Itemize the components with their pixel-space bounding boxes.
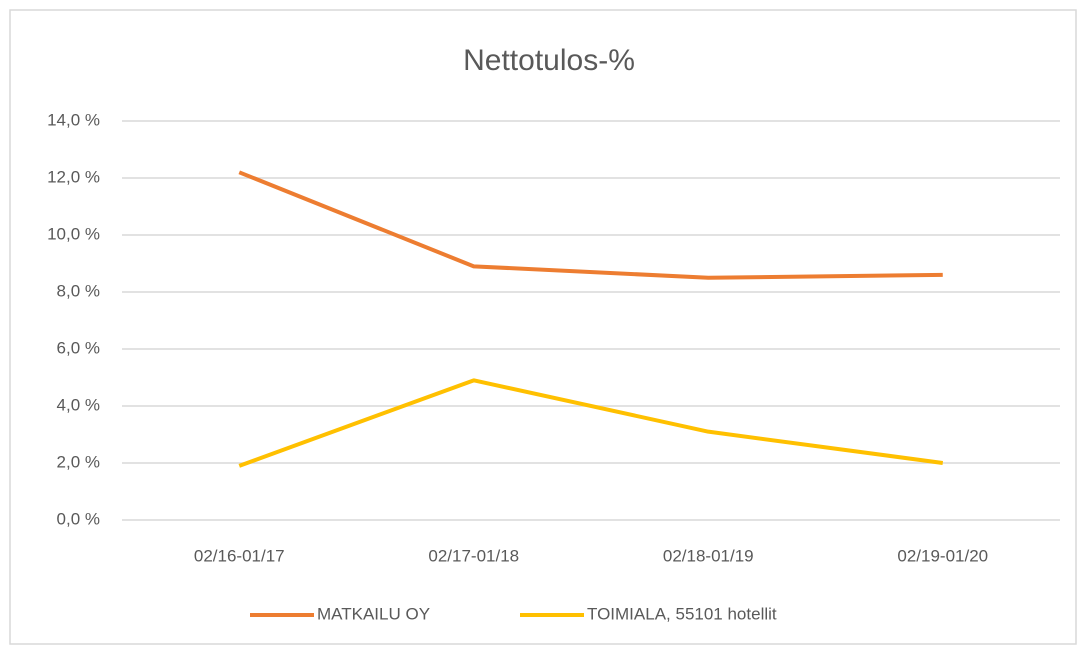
chart-title: Nettotulos-% — [463, 44, 635, 77]
series-line — [238, 170, 943, 280]
x-tick-label: 02/19-01/20 — [897, 546, 988, 565]
y-tick-label: 4,0 % — [57, 395, 100, 414]
legend-label: MATKAILU OY — [317, 604, 430, 623]
x-tick-label: 02/17-01/18 — [428, 546, 519, 565]
x-tick-label: 02/16-01/17 — [194, 546, 285, 565]
series-line — [238, 378, 944, 468]
legend-label: TOIMIALA, 55101 hotellit — [587, 604, 777, 623]
y-tick-label: 12,0 % — [47, 167, 100, 186]
y-tick-label: 0,0 % — [57, 509, 100, 528]
y-tick-label: 6,0 % — [57, 338, 100, 357]
y-tick-label: 10,0 % — [47, 224, 100, 243]
x-tick-label: 02/18-01/19 — [663, 546, 754, 565]
y-tick-label: 2,0 % — [57, 452, 100, 471]
y-tick-label: 8,0 % — [57, 281, 100, 300]
chart-border — [9, 9, 1077, 645]
y-tick-label: 14,0 % — [47, 110, 100, 129]
